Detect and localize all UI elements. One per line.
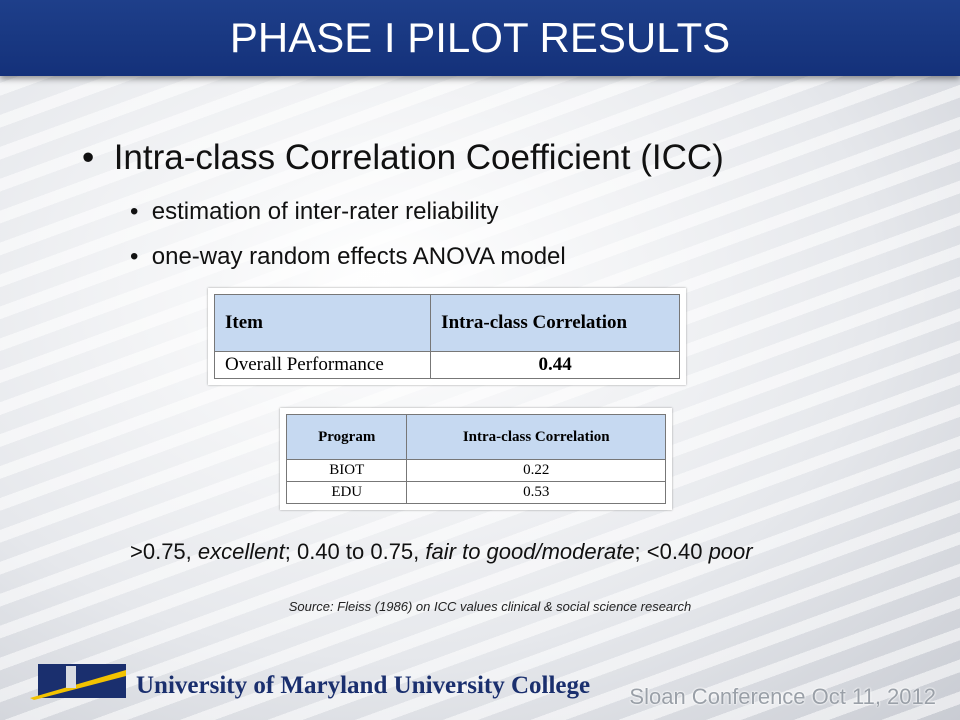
interpretation-segment: excellent	[197, 539, 285, 564]
table-image: Program Intra-class Correlation BIOT 0.22 …	[280, 408, 672, 510]
cell: Overall Performance	[213, 351, 432, 379]
interpretation-segment: ; 0.40 to 0.75,	[284, 539, 426, 564]
title: PHASE I PILOT RESULTS	[229, 14, 731, 61]
footer: Sloan Conference Oct 11, 2012	[629, 684, 936, 709]
interpretation-segment: ; <0.40	[634, 539, 709, 564]
interpretation-segment: poor	[708, 539, 753, 564]
source-note: Source: Fleiss (1986) on ICC values clin…	[288, 599, 692, 614]
sub-bullet: • estimation of inter-rater reliability	[130, 198, 499, 225]
table: Program Intra-class Correlation BIOT 0.22 …	[285, 414, 666, 504]
interpretation: >0.75, excellent; 0.40 to 0.75, fair to …	[130, 538, 850, 566]
bullet: • Intra-class Correlation Coefficient (I…	[82, 138, 724, 177]
header-cell: Program	[285, 414, 408, 460]
cell: BIOT	[285, 459, 408, 482]
cell: 0.44	[430, 351, 680, 379]
header-cell: Intra-class Correlation	[430, 294, 680, 352]
interpretation-segment: fair to good/moderate	[425, 539, 635, 564]
sub-bullet-text: estimation of inter-rater reliability	[151, 198, 499, 225]
sub-bullet-text: one-way random effects ANOVA model	[151, 243, 566, 270]
bullet-text: Intra-class Correlation Coefficient (ICC…	[113, 138, 724, 177]
header-cell: Intra-class Correlation	[406, 414, 666, 460]
interpretation-segment: >0.75,	[130, 539, 198, 564]
cell: EDU	[285, 481, 408, 504]
table-image: Item Intra-class Correlation Overall Perf…	[208, 288, 686, 385]
sub-bullet: • one-way random effects ANOVA model	[130, 243, 566, 270]
cell: 0.22	[406, 459, 666, 482]
header-bar: PHASE I PILOT RESULTS	[0, 0, 960, 76]
logo-mark	[30, 664, 126, 700]
logo-text: University of Maryland University Colleg…	[136, 672, 591, 699]
cell: 0.53	[406, 481, 666, 504]
header-cell: Item	[213, 294, 432, 352]
table: Item Intra-class Correlation Overall Perf…	[213, 294, 680, 379]
